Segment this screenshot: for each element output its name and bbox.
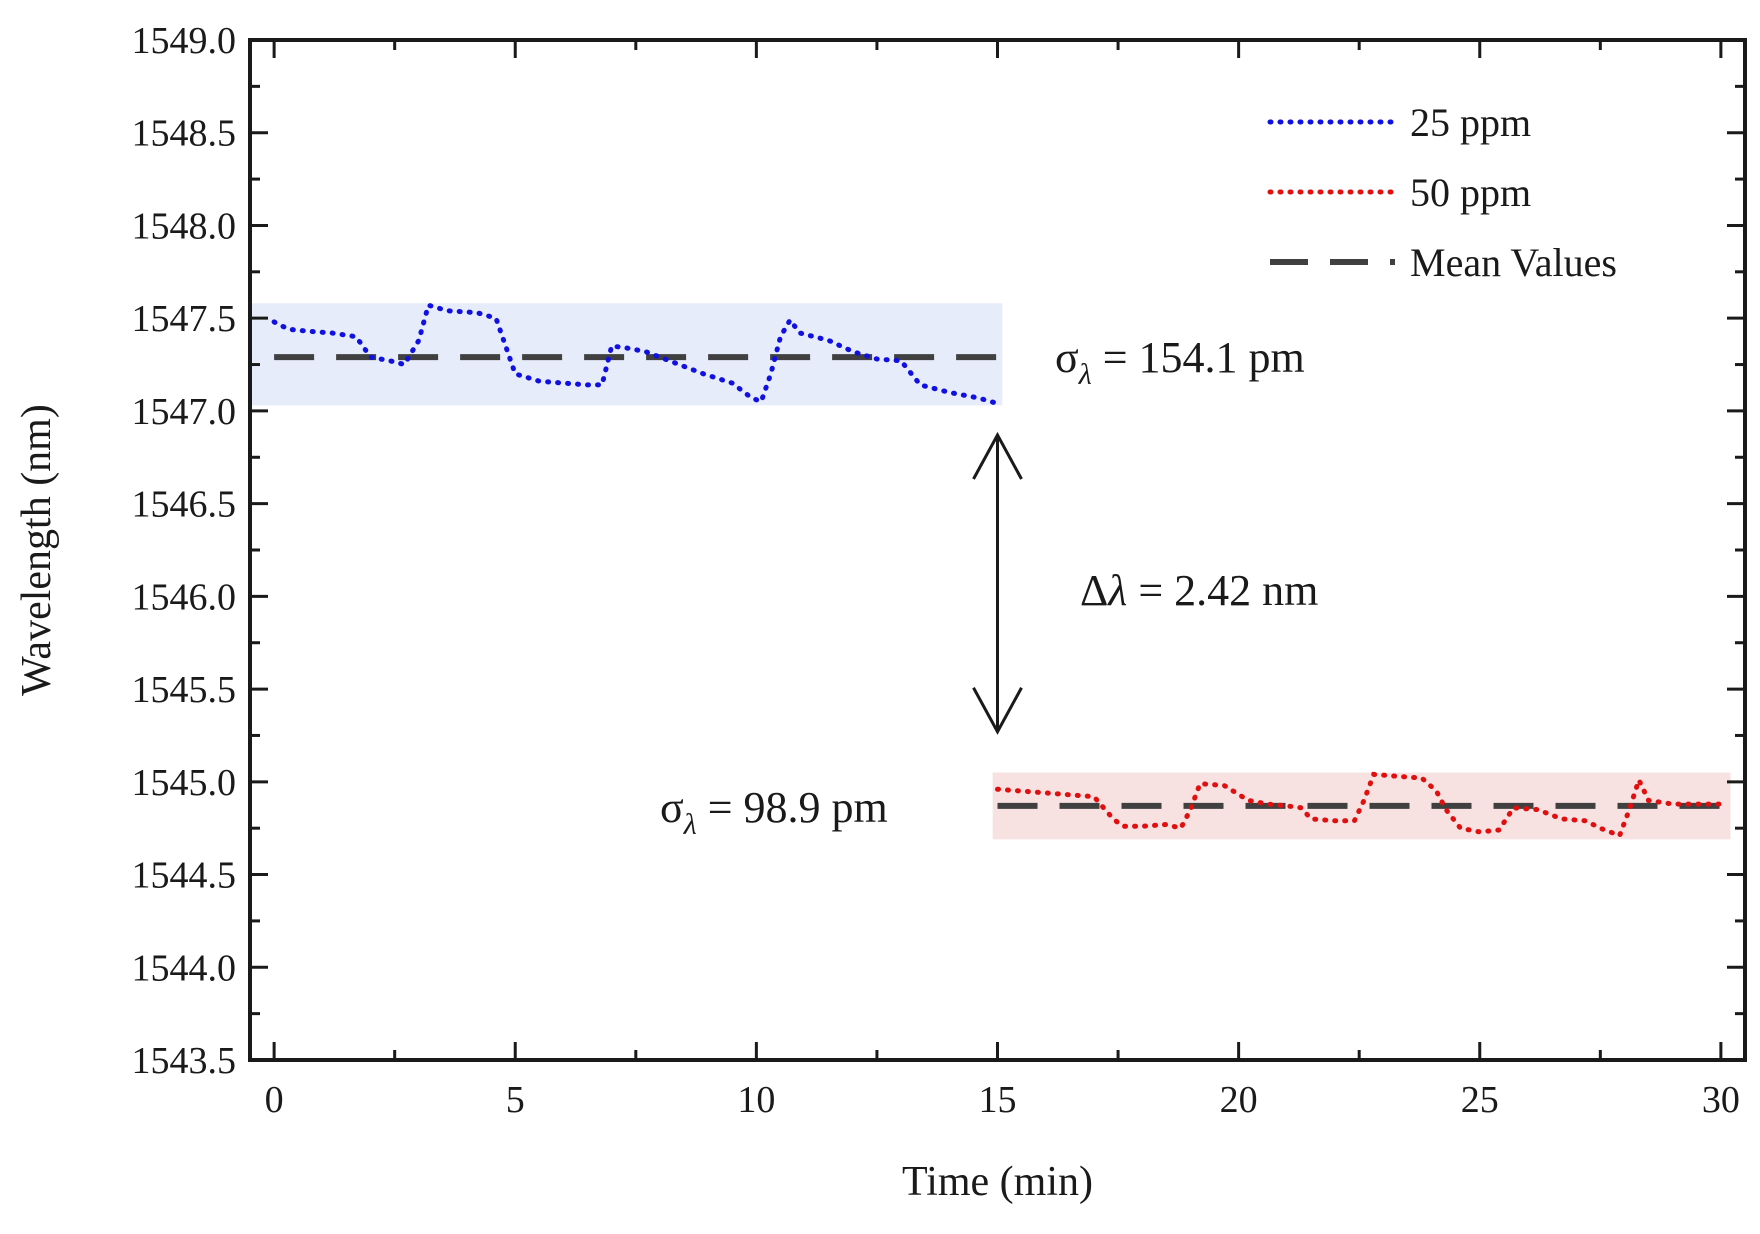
annotations: σλ = 154.1 pm σλ = 98.9 pm Δλ = 2.42 nm <box>660 333 1318 841</box>
x-axis-title: Time (min) <box>902 1159 1093 1205</box>
y-tick-label: 1543.5 <box>132 1040 237 1082</box>
x-tick-label: 25 <box>1461 1079 1499 1121</box>
y-tick-label: 1546.5 <box>132 484 237 526</box>
band-50ppm <box>992 772 1731 840</box>
y-tick-label: 1548.0 <box>132 205 237 247</box>
x-tick-label: 10 <box>737 1079 775 1121</box>
y-tick-label: 1544.0 <box>132 947 237 989</box>
x-tick-label: 5 <box>506 1079 525 1121</box>
data-series <box>271 302 1724 839</box>
x-tick-label: 30 <box>1702 1079 1740 1121</box>
y-tick-label: 1545.5 <box>132 669 237 711</box>
std-bands <box>250 303 1731 840</box>
y-tick-label: 1548.5 <box>132 113 237 155</box>
legend-label: 50 ppm <box>1410 170 1531 215</box>
arrow-head-up <box>972 431 1023 480</box>
x-tick-label: 0 <box>265 1079 284 1121</box>
x-axis-ticks: 0 5 10 15 20 25 30 <box>265 40 1740 1121</box>
y-axis-ticks: 1543.5 1544.0 1544.5 1545.0 1545.5 1546.0 1546… <box>132 20 1745 1082</box>
y-tick-label: 1545.0 <box>132 762 237 804</box>
y-axis-title: Wavelength (nm) <box>14 404 60 696</box>
legend: 25 ppm 50 ppm Mean Values <box>1267 100 1617 285</box>
legend-label: 25 ppm <box>1410 100 1531 145</box>
y-tick-label: 1549.0 <box>132 20 237 62</box>
arrow-head-down <box>972 687 1023 735</box>
x-tick-label: 15 <box>979 1079 1017 1121</box>
delta-lambda-label: Δλ = 2.42 nm <box>1080 566 1318 615</box>
y-tick-label: 1547.0 <box>132 391 237 433</box>
y-tick-label: 1547.5 <box>132 298 237 340</box>
y-tick-label: 1544.5 <box>132 855 237 897</box>
series-line-50ppm <box>995 771 1724 839</box>
x-tick-label: 20 <box>1220 1079 1258 1121</box>
legend-label: Mean Values <box>1410 240 1617 285</box>
sigma-label-25ppm: σλ = 154.1 pm <box>1055 333 1305 391</box>
sigma-label-50ppm: σλ = 98.9 pm <box>660 783 888 841</box>
y-tick-label: 1546.0 <box>132 576 237 618</box>
